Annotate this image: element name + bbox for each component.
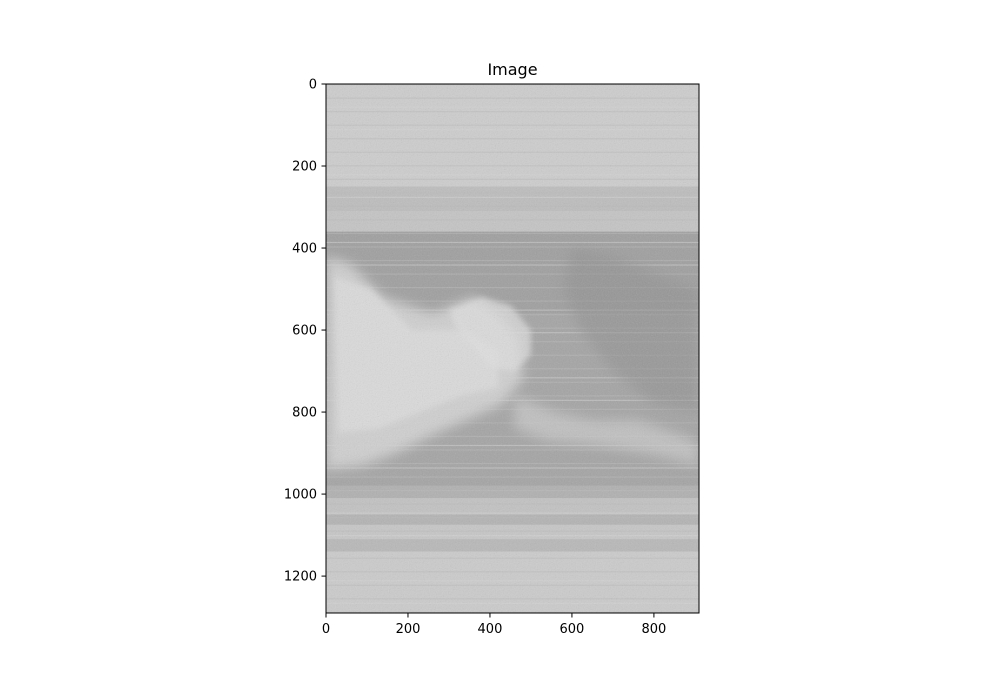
x-tick-label: 600 — [560, 622, 585, 637]
y-tick-label: 1200 — [284, 570, 317, 585]
x-tick-label: 400 — [478, 622, 503, 637]
x-tick-label: 0 — [322, 622, 330, 637]
axes-frame — [325, 83, 700, 614]
chart-title: Image — [487, 60, 537, 79]
y-tick-label: 1000 — [284, 488, 317, 503]
y-tick-label: 0 — [309, 78, 317, 93]
y-tick-label: 800 — [292, 406, 317, 421]
x-tick-label: 200 — [396, 622, 421, 637]
satellite-image — [326, 84, 699, 613]
y-tick-label: 600 — [292, 324, 317, 339]
x-tick-label: 800 — [641, 622, 666, 637]
image-grain — [326, 84, 699, 613]
y-axis: 0 200 400 600 800 1000 1200 — [284, 78, 326, 585]
x-axis: 0 200 400 600 800 — [322, 613, 666, 637]
y-tick-label: 200 — [292, 160, 317, 175]
y-tick-label: 400 — [292, 242, 317, 257]
